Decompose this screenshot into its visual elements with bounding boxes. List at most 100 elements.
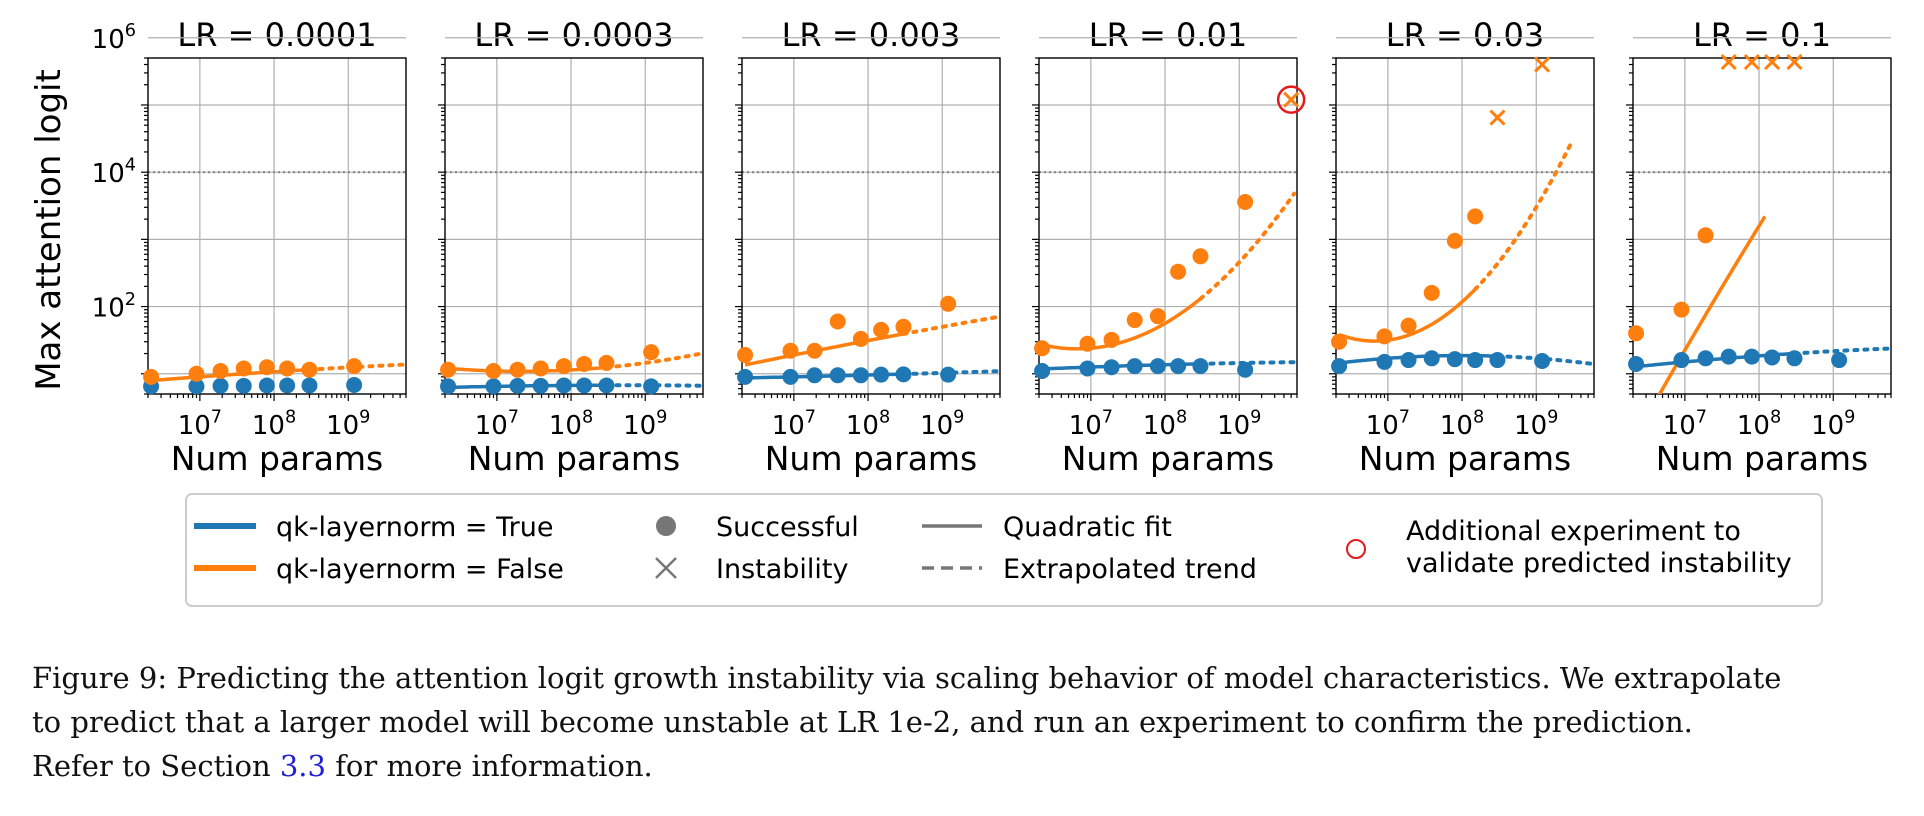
orange-successful-point (346, 358, 363, 375)
orange-successful-point (1423, 284, 1440, 301)
orange-successful-point (279, 360, 296, 377)
x-tick-label: 108 (1440, 407, 1484, 441)
blue-successful-point (1467, 352, 1484, 369)
orange-instability-point (1489, 109, 1506, 126)
orange-successful-point (1331, 333, 1348, 350)
plot-frame (741, 57, 1001, 395)
blue-successful-point (1673, 352, 1690, 369)
series-layer (1338, 140, 1594, 366)
legend-extrapolated-label: Extrapolated trend (1003, 554, 1257, 585)
y-tick-label: 102 (92, 290, 136, 324)
blue-successful-point (235, 377, 252, 394)
figure-caption: Figure 9: Predicting the attention logit… (32, 656, 1912, 788)
blue-successful-point (940, 366, 957, 383)
blue-successful-point (1446, 351, 1463, 368)
x-tick-label: 107 (1069, 407, 1113, 441)
orange-fit-line (1657, 215, 1767, 394)
legend-quadratic-label: Quadratic fit (1003, 512, 1172, 543)
blue-successful-point (1192, 358, 1209, 375)
orange-extrapolated-line (1198, 191, 1297, 301)
blue-successful-point (188, 378, 205, 395)
orange-successful-point (1237, 193, 1254, 210)
blue-successful-point (873, 366, 890, 383)
blue-successful-point (643, 378, 660, 395)
caption-line-3-start: Refer to Section (32, 749, 280, 783)
orange-fit-line (1041, 297, 1202, 351)
blue-successful-point (576, 377, 593, 394)
orange-successful-point (852, 330, 869, 347)
blue-extrapolated-line (1495, 354, 1594, 366)
blue-successful-point (1786, 350, 1803, 367)
orange-successful-point (643, 344, 660, 361)
orange-successful-point (1400, 317, 1417, 334)
plot-frame (1632, 57, 1892, 395)
blue-successful-point (1534, 352, 1551, 369)
y-tick-label: 104 (92, 155, 136, 189)
x-tick-label: 109 (920, 407, 964, 441)
orange-successful-point (212, 362, 229, 379)
orange-successful-point (940, 295, 957, 312)
blue-successful-point (485, 378, 502, 395)
panel-title: LR = 0.0001 (177, 16, 376, 54)
orange-successful-point (782, 342, 799, 359)
blue-successful-point (1423, 350, 1440, 367)
orange-successful-point (235, 360, 252, 377)
blue-successful-point (782, 368, 799, 385)
blue-successful-point (1079, 360, 1096, 377)
orange-successful-point (1628, 325, 1645, 342)
orange-successful-point (1126, 312, 1143, 329)
panel-title: LR = 0.003 (782, 16, 961, 54)
caption-line-3: Refer to Section 3.3 for more informatio… (32, 744, 1912, 788)
x-tick-label: 108 (1737, 407, 1781, 441)
x-tick-label: 108 (252, 407, 296, 441)
blue-successful-point (806, 367, 823, 384)
validation-experiment-marker (1276, 85, 1306, 114)
orange-successful-point (829, 313, 846, 330)
blue-fit-line (151, 428, 309, 430)
x-axis-label: Num params (1359, 439, 1572, 478)
plot-frame (444, 57, 704, 395)
blue-successful-point (829, 367, 846, 384)
legend-successful-marker (656, 516, 676, 536)
panel-1: LR = 0.0001 107 108 109 102 104 106 Num params (92, 16, 407, 478)
blue-successful-point (1831, 352, 1848, 369)
panel-title: LR = 0.1 (1693, 16, 1831, 54)
orange-successful-point (1149, 308, 1166, 325)
legend-additional-label-1: Additional experiment to (1406, 516, 1741, 547)
legend-orange-label: qk-layernorm = False (276, 554, 564, 585)
orange-extrapolated-line (901, 314, 1000, 336)
orange-instability-point (1743, 53, 1760, 71)
blue-successful-point (1764, 349, 1781, 366)
blue-successful-point (1697, 350, 1714, 367)
blue-successful-point (1489, 352, 1506, 369)
x-tick-label: 109 (1217, 407, 1261, 441)
orange-fit-line (1338, 288, 1477, 343)
orange-successful-point (301, 361, 318, 378)
panel-title: LR = 0.03 (1386, 16, 1544, 54)
section-link[interactable]: 3.3 (279, 749, 326, 783)
blue-successful-point (1103, 359, 1120, 376)
blue-successful-point (258, 377, 275, 394)
orange-successful-point (532, 360, 549, 377)
x-tick-label: 107 (1366, 407, 1410, 441)
orange-successful-point (737, 347, 754, 364)
plot-frame (147, 57, 407, 395)
blue-successful-point (1628, 355, 1645, 372)
orange-successful-point (806, 342, 823, 359)
x-axis-label: Num params (171, 439, 384, 478)
orange-successful-point (1170, 263, 1187, 280)
orange-successful-point (895, 318, 912, 335)
orange-successful-point (485, 362, 502, 379)
series-layer (1635, 215, 1891, 394)
panel-title: LR = 0.0003 (474, 16, 673, 54)
caption-line-1: Figure 9: Predicting the attention logit… (32, 661, 1782, 695)
orange-successful-point (1467, 208, 1484, 225)
orange-successful-point (1192, 248, 1209, 265)
blue-successful-point (555, 377, 572, 394)
blue-successful-point (852, 367, 869, 384)
